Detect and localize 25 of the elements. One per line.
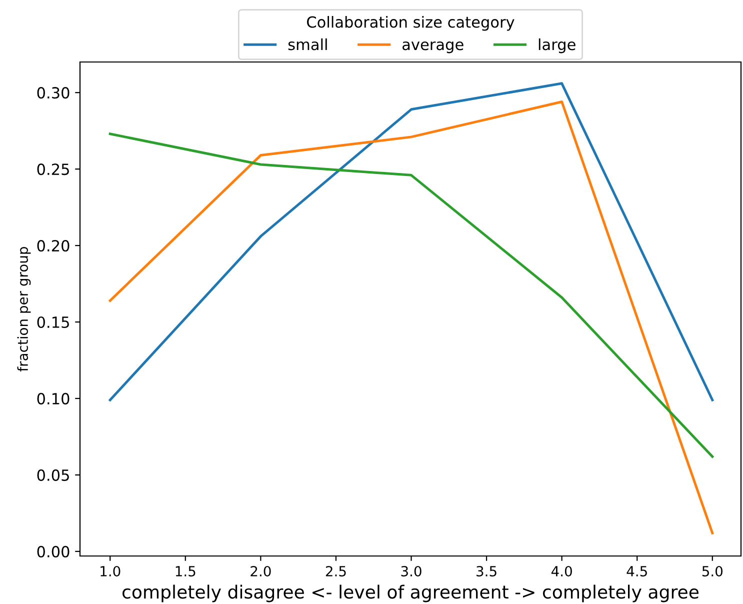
- legend-label: small: [288, 38, 327, 50]
- legend-label: average: [402, 41, 464, 54]
- y-tick-label: 0.00: [37, 546, 70, 558]
- y-tick-label: 0.25: [37, 164, 69, 176]
- y-tick-label: 0.20: [37, 240, 70, 252]
- line-series: [108, 82, 714, 402]
- line-series: [108, 132, 714, 458]
- x-tick-label: 3.0: [401, 566, 422, 576]
- x-tick-label: 4.5: [626, 566, 647, 576]
- x-tick-label: 5.0: [702, 566, 723, 576]
- y-tick-label: 0.15: [37, 316, 69, 328]
- line-series: [108, 100, 714, 534]
- y-axis-title: fraction per group: [17, 246, 31, 372]
- x-tick-label: 4.0: [551, 566, 572, 576]
- x-tick-label: 2.0: [250, 566, 271, 576]
- legend-label: large: [538, 38, 576, 54]
- legend-title: Collaboration size category: [307, 16, 514, 31]
- x-tick-label: 1.0: [100, 566, 120, 576]
- x-tick-label: 2.5: [326, 566, 346, 576]
- y-tick-label: 0.10: [37, 392, 70, 404]
- y-tick-label: 0.05: [37, 469, 69, 481]
- x-axis-title: completely disagree <- level of agreement -> completely agree: [122, 584, 699, 602]
- x-tick-label: 3.5: [476, 566, 496, 576]
- x-tick-label: 1.5: [176, 566, 196, 576]
- y-tick-label: 0.30: [37, 87, 70, 99]
